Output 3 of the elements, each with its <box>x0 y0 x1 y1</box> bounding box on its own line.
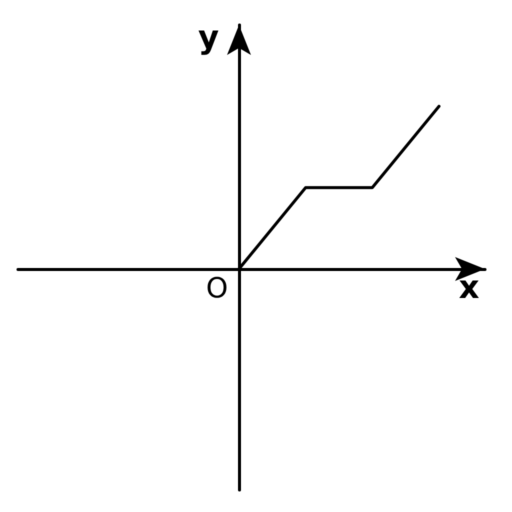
x-axis-title: x <box>458 268 480 306</box>
text: O <box>206 271 228 304</box>
y-axis-title: y <box>198 18 220 56</box>
